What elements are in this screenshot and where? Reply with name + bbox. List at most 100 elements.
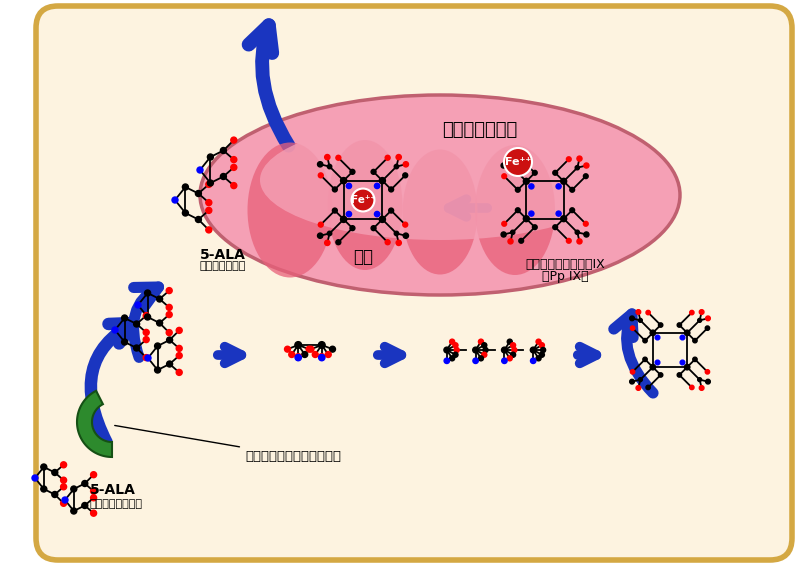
Circle shape [176, 369, 182, 376]
Circle shape [145, 290, 150, 296]
Circle shape [680, 335, 685, 340]
Circle shape [501, 163, 506, 168]
Circle shape [394, 231, 398, 236]
Circle shape [575, 230, 579, 235]
Circle shape [478, 356, 483, 361]
Circle shape [693, 357, 697, 362]
Circle shape [630, 316, 634, 321]
Circle shape [658, 323, 663, 327]
Circle shape [529, 184, 534, 189]
Circle shape [508, 156, 513, 161]
Circle shape [646, 386, 650, 390]
Circle shape [41, 486, 46, 492]
Circle shape [706, 316, 710, 321]
Circle shape [176, 328, 182, 333]
Circle shape [182, 210, 189, 216]
Circle shape [630, 326, 634, 331]
Circle shape [221, 147, 226, 153]
Polygon shape [77, 391, 112, 457]
Circle shape [403, 233, 409, 238]
Circle shape [566, 157, 571, 161]
Circle shape [350, 226, 355, 230]
Circle shape [154, 343, 161, 349]
Circle shape [90, 488, 97, 494]
Circle shape [453, 352, 458, 357]
Circle shape [332, 208, 338, 213]
Circle shape [482, 352, 487, 357]
Circle shape [699, 309, 704, 314]
Circle shape [394, 164, 398, 168]
Circle shape [122, 315, 128, 321]
Circle shape [318, 355, 325, 361]
Ellipse shape [260, 120, 620, 240]
Circle shape [371, 226, 376, 230]
Circle shape [346, 183, 351, 188]
Circle shape [351, 188, 374, 211]
Circle shape [698, 318, 702, 322]
Circle shape [655, 360, 660, 365]
Text: プロトポルフィリンIX: プロトポルフィリンIX [525, 258, 605, 271]
Circle shape [385, 155, 390, 160]
Ellipse shape [402, 150, 478, 274]
Circle shape [206, 227, 212, 233]
Circle shape [61, 500, 66, 506]
Circle shape [122, 339, 128, 345]
Circle shape [145, 314, 150, 320]
Circle shape [530, 358, 536, 363]
Text: （摄取したもの）: （摄取したもの） [90, 499, 143, 509]
Circle shape [706, 370, 710, 374]
Circle shape [575, 166, 579, 170]
Circle shape [52, 470, 58, 476]
Circle shape [325, 154, 330, 160]
Circle shape [389, 187, 394, 192]
Text: 5-ALA: 5-ALA [200, 248, 246, 262]
Circle shape [90, 495, 97, 501]
Circle shape [379, 178, 386, 184]
Circle shape [332, 187, 338, 192]
Circle shape [454, 347, 459, 353]
Circle shape [82, 503, 88, 508]
Circle shape [473, 347, 478, 353]
Circle shape [197, 167, 203, 173]
Circle shape [325, 240, 330, 246]
Circle shape [483, 347, 488, 353]
Circle shape [539, 343, 545, 347]
Circle shape [646, 311, 650, 315]
Circle shape [182, 184, 189, 190]
Circle shape [318, 161, 322, 167]
Circle shape [510, 230, 515, 235]
Circle shape [630, 379, 634, 384]
Circle shape [636, 386, 641, 390]
Circle shape [327, 164, 332, 168]
Circle shape [371, 170, 376, 174]
Circle shape [658, 373, 663, 377]
Circle shape [515, 187, 520, 192]
Circle shape [638, 318, 642, 322]
Circle shape [693, 339, 697, 343]
Circle shape [289, 352, 294, 357]
Circle shape [690, 311, 694, 315]
Circle shape [207, 180, 214, 186]
Circle shape [643, 357, 647, 362]
Circle shape [318, 173, 323, 178]
Circle shape [706, 326, 710, 331]
Circle shape [501, 232, 506, 237]
Circle shape [374, 211, 380, 216]
Circle shape [523, 216, 530, 222]
Circle shape [206, 181, 212, 187]
Circle shape [561, 216, 566, 222]
Circle shape [379, 216, 386, 222]
Circle shape [584, 163, 589, 168]
Circle shape [685, 330, 690, 336]
Circle shape [41, 464, 46, 470]
Circle shape [553, 170, 558, 175]
Circle shape [453, 343, 458, 347]
Circle shape [231, 137, 237, 143]
Circle shape [539, 352, 545, 357]
Circle shape [502, 358, 507, 363]
Circle shape [195, 216, 202, 222]
Circle shape [690, 386, 694, 390]
Circle shape [231, 157, 237, 163]
Circle shape [677, 323, 682, 327]
Circle shape [327, 231, 332, 236]
